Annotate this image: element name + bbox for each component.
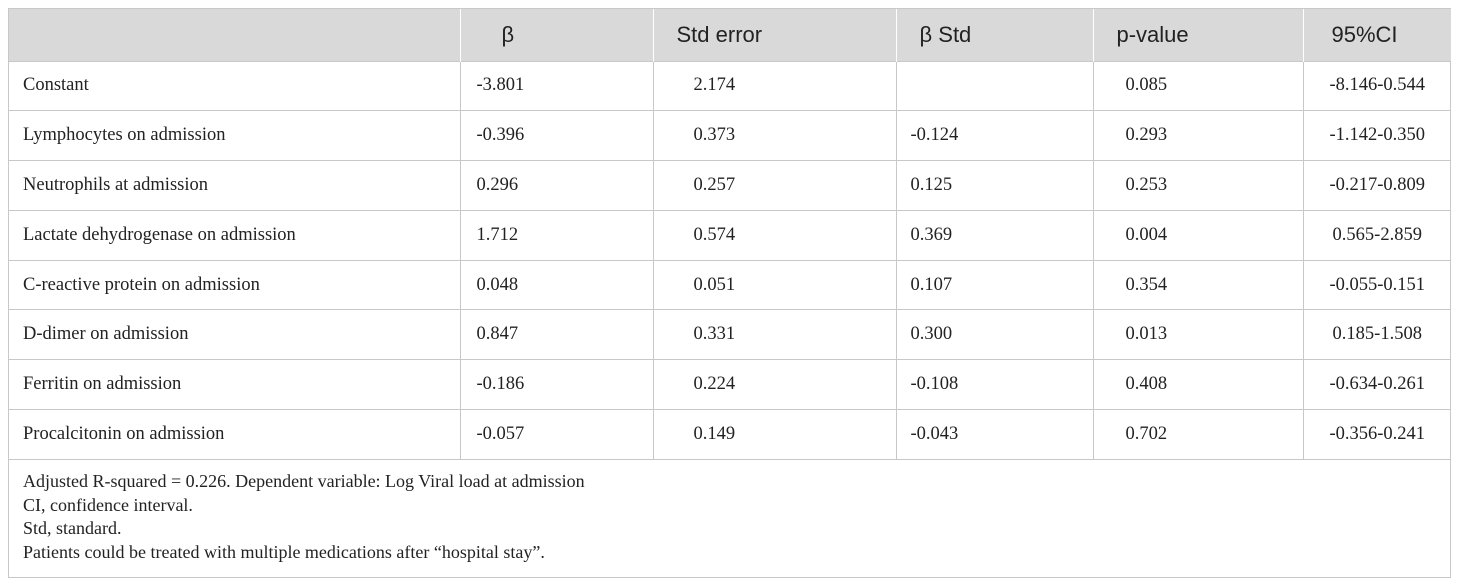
header-cell-p-value: p-value [1092, 9, 1303, 61]
table-row: C-reactive protein on admission 0.048 0.05… [9, 259, 1451, 310]
cell-ci: 0.185-1.508 [1302, 309, 1451, 360]
cell-beta-std: 0.300 [895, 309, 1093, 360]
cell-beta-std: -0.108 [895, 359, 1093, 410]
table-row: Constant -3.801 2.174 0.085 -8.146-0.544 [9, 60, 1451, 111]
cell-variable: D-dimer on admission [9, 309, 460, 360]
cell-variable: C-reactive protein on admission [9, 259, 460, 310]
header-cell-ci: 95%CI [1302, 9, 1451, 61]
table-row: Lymphocytes on admission -0.396 0.373 -0.12… [9, 110, 1451, 161]
cell-ci: -0.217-0.809 [1302, 160, 1451, 211]
cell-std-error: 0.149 [652, 409, 896, 460]
table-row: Lactate dehydrogenase on admission 1.712 0… [9, 209, 1451, 261]
cell-variable: Constant [9, 60, 460, 111]
footnote: Adjusted R-squared = 0.226. Dependent va… [23, 471, 585, 492]
cell-p-value: 0.354 [1092, 259, 1303, 310]
cell-std-error: 0.224 [652, 359, 896, 410]
cell-beta-std: -0.124 [895, 110, 1093, 161]
table-row: Neutrophils at admission 0.296 0.257 0.125 0… [9, 160, 1451, 211]
cell-std-error: 0.574 [652, 209, 896, 261]
table-row: Ferritin on admission -0.186 0.224 -0.108 0.… [9, 359, 1451, 410]
cell-p-value: 0.004 [1092, 209, 1303, 261]
cell-variable: Procalcitonin on admission [9, 409, 460, 460]
cell-beta-std: 0.125 [895, 160, 1093, 211]
header-row: β Std error β Std p-value 95%CI [9, 9, 1451, 61]
cell-variable: Lymphocytes on admission [9, 110, 460, 161]
cell-p-value: 0.253 [1092, 160, 1303, 211]
table-row: D-dimer on admission 0.847 0.331 0.300 0.013… [9, 309, 1451, 360]
table-body: Constant -3.801 2.174 0.085 -8.146-0.544 Lymp… [9, 60, 1451, 460]
cell-variable: Ferritin on admission [9, 359, 460, 410]
cell-p-value: 0.293 [1092, 110, 1303, 161]
cell-ci: -0.055-0.151 [1302, 259, 1451, 310]
regression-table: β Std error β Std p-value 95%CI Constant… [9, 9, 1451, 460]
cell-beta: -3.801 [459, 60, 653, 111]
cell-beta: 1.712 [459, 209, 653, 261]
cell-ci: -0.634-0.261 [1302, 359, 1451, 410]
cell-std-error: 0.373 [652, 110, 896, 161]
header-cell-variable [9, 9, 460, 61]
header-cell-beta-std: β Std [895, 9, 1093, 61]
cell-p-value: 0.085 [1092, 60, 1303, 111]
cell-ci: -8.146-0.544 [1302, 60, 1451, 111]
footnote: Patients could be treated with multiple … [23, 541, 545, 562]
cell-ci: -1.142-0.350 [1302, 110, 1451, 161]
cell-std-error: 2.174 [652, 60, 896, 111]
cell-variable: Neutrophils at admission [9, 160, 460, 211]
table-row: Procalcitonin on admission -0.057 0.149 -0.… [9, 409, 1451, 460]
cell-std-error: 0.331 [652, 309, 896, 360]
footnote: CI, confidence interval. [23, 494, 193, 515]
cell-variable: Lactate dehydrogenase on admission [9, 209, 460, 261]
cell-beta-std: 0.107 [895, 259, 1093, 310]
cell-ci: 0.565-2.859 [1302, 209, 1451, 261]
regression-table-container: β Std error β Std p-value 95%CI Constant… [8, 8, 1451, 578]
header-cell-std-error: Std error [652, 9, 896, 61]
cell-beta: -0.396 [459, 110, 653, 161]
cell-beta: -0.186 [459, 359, 653, 410]
header-cell-beta: β [459, 9, 653, 61]
cell-beta: 0.847 [459, 309, 653, 360]
table-header: β Std error β Std p-value 95%CI [9, 9, 1451, 61]
cell-ci: -0.356-0.241 [1302, 409, 1451, 460]
footnote: Std, standard. [23, 518, 122, 539]
cell-beta: 0.296 [459, 160, 653, 211]
cell-std-error: 0.051 [652, 259, 896, 310]
cell-p-value: 0.013 [1092, 309, 1303, 360]
cell-p-value: 0.702 [1092, 409, 1303, 460]
table-footnotes: Adjusted R-squared = 0.226. Dependent va… [9, 459, 1450, 564]
cell-p-value: 0.408 [1092, 359, 1303, 410]
cell-beta: 0.048 [459, 259, 653, 310]
cell-beta-std [895, 60, 1093, 111]
cell-beta: -0.057 [459, 409, 653, 460]
cell-beta-std: 0.369 [895, 209, 1093, 261]
cell-std-error: 0.257 [652, 160, 896, 211]
cell-beta-std: -0.043 [895, 409, 1093, 460]
